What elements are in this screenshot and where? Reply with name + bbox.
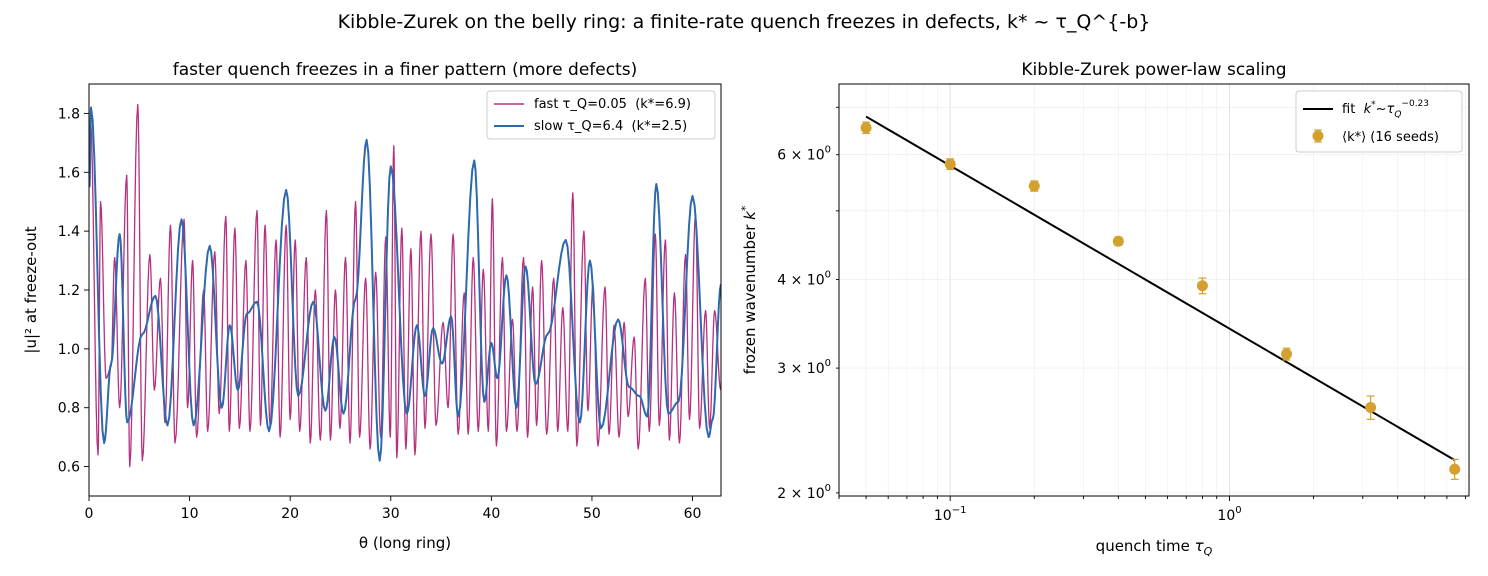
right-y-tick-label: 3 × 100 (777, 358, 831, 377)
right-y-axis-label: frozen wavenumber k* (739, 205, 759, 374)
data-point (944, 158, 956, 171)
left-y-tick-label: 1.4 (58, 224, 80, 240)
left-chart-title: faster quench freezes in a finer pattern… (173, 60, 637, 80)
point-marker (1281, 348, 1293, 360)
right-data-marks (860, 115, 1461, 480)
figure-suptitle: Kibble-Zurek on the belly ring: a finite… (338, 11, 1151, 33)
slow-quench-series-line (89, 106, 721, 462)
left-y-tick-label: 1.2 (58, 283, 80, 299)
point-marker (860, 122, 872, 134)
left-y-tick-label: 1.0 (58, 342, 80, 358)
left-legend: fast τ_Q=0.05 (k*=6.9) slow τ_Q=6.4 (k*=… (486, 90, 716, 140)
point-marker (1112, 235, 1124, 247)
left-x-tick-label: 40 (482, 506, 500, 522)
left-y-tick-label: 1.6 (58, 165, 80, 181)
left-x-tick-label: 20 (281, 506, 299, 522)
right-x-tick-label: 10−1 (934, 505, 967, 524)
left-legend-box (486, 90, 716, 140)
right-legend: fit k*~τQ−0.23 ⟨k*⟩ (16 seeds) (1295, 90, 1463, 153)
data-point (1196, 277, 1208, 295)
left-x-tick-label: 30 (382, 506, 400, 522)
left-axis-ticks: 0 10 20 30 40 50 60 0.6 0.8 1.0 1.2 1.4 1.6 1.8 (58, 106, 702, 522)
data-point (1112, 235, 1124, 247)
left-x-tick-label: 50 (583, 506, 601, 522)
left-x-tick-label: 60 (684, 506, 702, 522)
right-legend-box (1295, 90, 1463, 153)
data-point (860, 121, 872, 135)
point-marker (1028, 180, 1040, 192)
right-axes-frame (838, 83, 1470, 497)
left-y-tick-label: 0.8 (58, 401, 80, 417)
data-point (1281, 347, 1293, 361)
left-series-lines (89, 103, 721, 468)
right-y-tick-label: 6 × 100 (777, 145, 831, 164)
fit-line (865, 115, 1456, 461)
data-point (1449, 458, 1461, 480)
legend-points-label: ⟨k*⟩ (16 seeds) (1342, 130, 1439, 145)
left-x-tick-label: 0 (85, 506, 94, 522)
right-y-tick-label: 2 × 100 (777, 483, 831, 502)
right-panel: Kibble-Zurek power-law scaling 10−1 100 2 … (739, 60, 1470, 558)
left-axes-frame (88, 83, 722, 497)
right-x-axis-label: quench time τQ (1096, 537, 1213, 558)
point-marker (944, 158, 956, 170)
legend-slow-label: slow τ_Q=6.4 (k*=2.5) (534, 119, 687, 134)
legend-fit-label: fit k*~τQ−0.23 (1342, 99, 1429, 120)
left-y-tick-label: 0.6 (58, 460, 80, 476)
point-marker (1449, 463, 1461, 475)
left-y-axis-label: |u|² at freeze-out (22, 226, 40, 353)
left-x-axis-label: θ (long ring) (359, 534, 451, 552)
left-panel: faster quench freezes in a finer pattern… (22, 60, 722, 552)
right-y-tick-label: 4 × 100 (777, 270, 831, 289)
point-marker (1196, 280, 1208, 292)
data-point (1365, 395, 1377, 420)
right-grid (838, 84, 1469, 496)
right-x-tick-label: 100 (1217, 505, 1241, 524)
left-y-tick-label: 1.8 (58, 106, 80, 122)
legend-points-swatch (1312, 129, 1324, 143)
legend-fast-label: fast τ_Q=0.05 (k*=6.9) (534, 97, 691, 112)
point-marker (1365, 401, 1377, 413)
left-x-tick-label: 10 (181, 506, 199, 522)
data-point (1028, 180, 1040, 192)
right-axis-ticks: 10−1 100 2 × 100 3 × 100 4 × 100 6 × 100 (777, 106, 1467, 524)
right-chart-title: Kibble-Zurek power-law scaling (1021, 60, 1286, 80)
